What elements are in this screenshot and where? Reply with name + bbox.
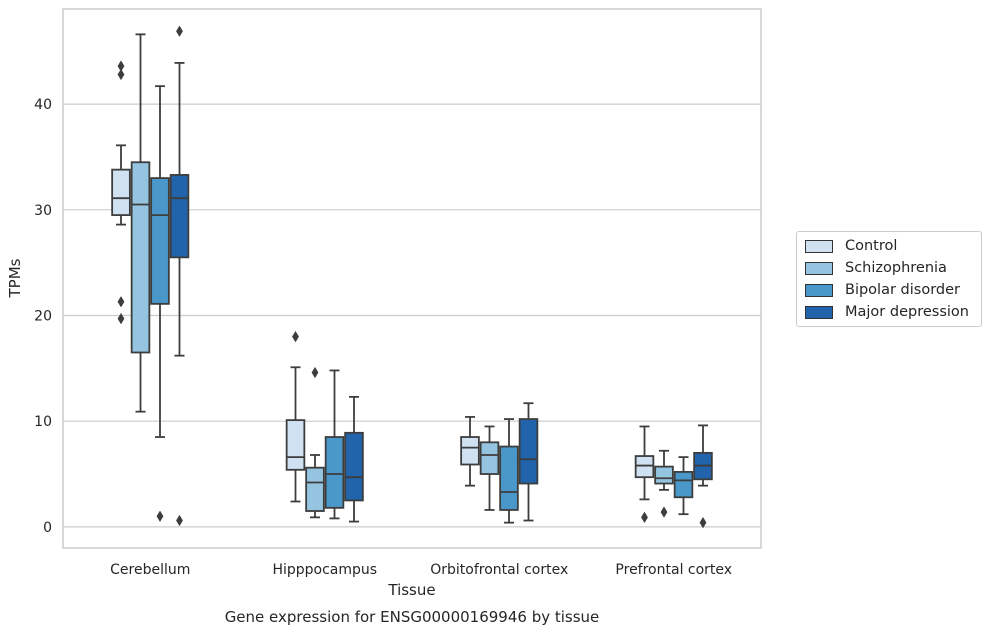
box-rect [634, 455, 655, 479]
x-tick-label: Cerebellum [110, 562, 190, 578]
box-group [111, 60, 131, 325]
box-group [305, 366, 325, 519]
legend-label-major-depression: Major depression [845, 304, 969, 320]
box-group [130, 33, 151, 413]
box-group [693, 424, 713, 529]
legend-swatch-schizophrenia [805, 261, 833, 275]
legend-item-schizophrenia: Schizophrenia [805, 258, 947, 278]
box-rect [460, 436, 480, 466]
x-axis-label: Tissue [387, 581, 435, 599]
box-rect [499, 445, 519, 511]
outlier-point [292, 330, 299, 343]
outlier-point [699, 516, 707, 529]
box-group [324, 369, 345, 520]
box-group [673, 456, 694, 516]
outlier-point [156, 510, 164, 523]
outlier-point [176, 514, 183, 527]
box-rect [305, 466, 325, 512]
outlier-point [117, 68, 125, 81]
y-tick-label: 30 [34, 203, 52, 219]
box-rect [285, 419, 306, 471]
legend-swatch-major-depression [805, 305, 833, 319]
box-group [150, 85, 170, 523]
box-group [499, 418, 519, 524]
box-group [169, 25, 190, 527]
box-group [654, 449, 674, 518]
box-layer [111, 25, 713, 529]
box-group [518, 402, 539, 522]
outlier-point [117, 296, 125, 308]
y-tick-label: 10 [34, 414, 52, 430]
x-tick-label: Hipppocampus [272, 562, 377, 578]
box-group [460, 416, 480, 487]
box-rect [518, 418, 539, 485]
x-tick-label: Orbitofrontal cortex [430, 562, 568, 578]
box-rect [344, 431, 364, 502]
y-tick-label: 0 [43, 520, 52, 536]
outlier-point [311, 366, 319, 379]
y-tick-label: 20 [34, 308, 52, 324]
y-axis-label: TPMs [6, 258, 24, 298]
legend-label-control: Control [845, 238, 898, 254]
box-rect [169, 174, 190, 259]
box-rect [130, 161, 151, 354]
legend-item-control: Control [805, 236, 897, 256]
box-group [634, 425, 655, 524]
box-rect [479, 441, 500, 475]
outlier-point [176, 25, 183, 37]
outlier-point [117, 312, 125, 325]
outlier-point [660, 506, 668, 518]
legend-item-bipolar-disorder: Bipolar disorder [805, 280, 960, 300]
tick-layer: 0 10 20 30 40 Cerebellum Hipppocampus Orbitofro… [34, 97, 732, 578]
legend-swatch-control [805, 239, 833, 253]
y-tick-label: 40 [34, 97, 52, 113]
legend: Control Schizophrenia Bipolar disorder M… [796, 231, 982, 327]
box-rect [150, 177, 170, 305]
box-rect [654, 465, 674, 485]
outlier-point [641, 511, 648, 524]
box-rect [673, 471, 694, 499]
legend-label-schizophrenia: Schizophrenia [845, 260, 947, 276]
box-rect [111, 168, 131, 216]
legend-label-bipolar-disorder: Bipolar disorder [845, 282, 960, 298]
legend-swatch-bipolar-disorder [805, 283, 833, 297]
legend-item-major-depression: Major depression [805, 302, 969, 322]
box-rect [324, 436, 345, 509]
box-group [285, 330, 306, 503]
chart-title: Gene expression for ENSG00000169946 by t… [225, 608, 600, 626]
box-group [344, 395, 364, 523]
x-tick-label: Prefrontal cortex [615, 562, 732, 578]
box-group [479, 425, 500, 511]
